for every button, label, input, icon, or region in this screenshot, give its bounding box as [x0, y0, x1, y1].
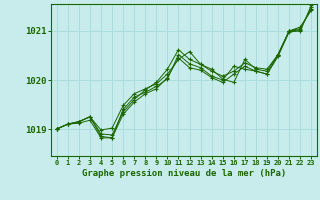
- X-axis label: Graphe pression niveau de la mer (hPa): Graphe pression niveau de la mer (hPa): [82, 169, 286, 178]
